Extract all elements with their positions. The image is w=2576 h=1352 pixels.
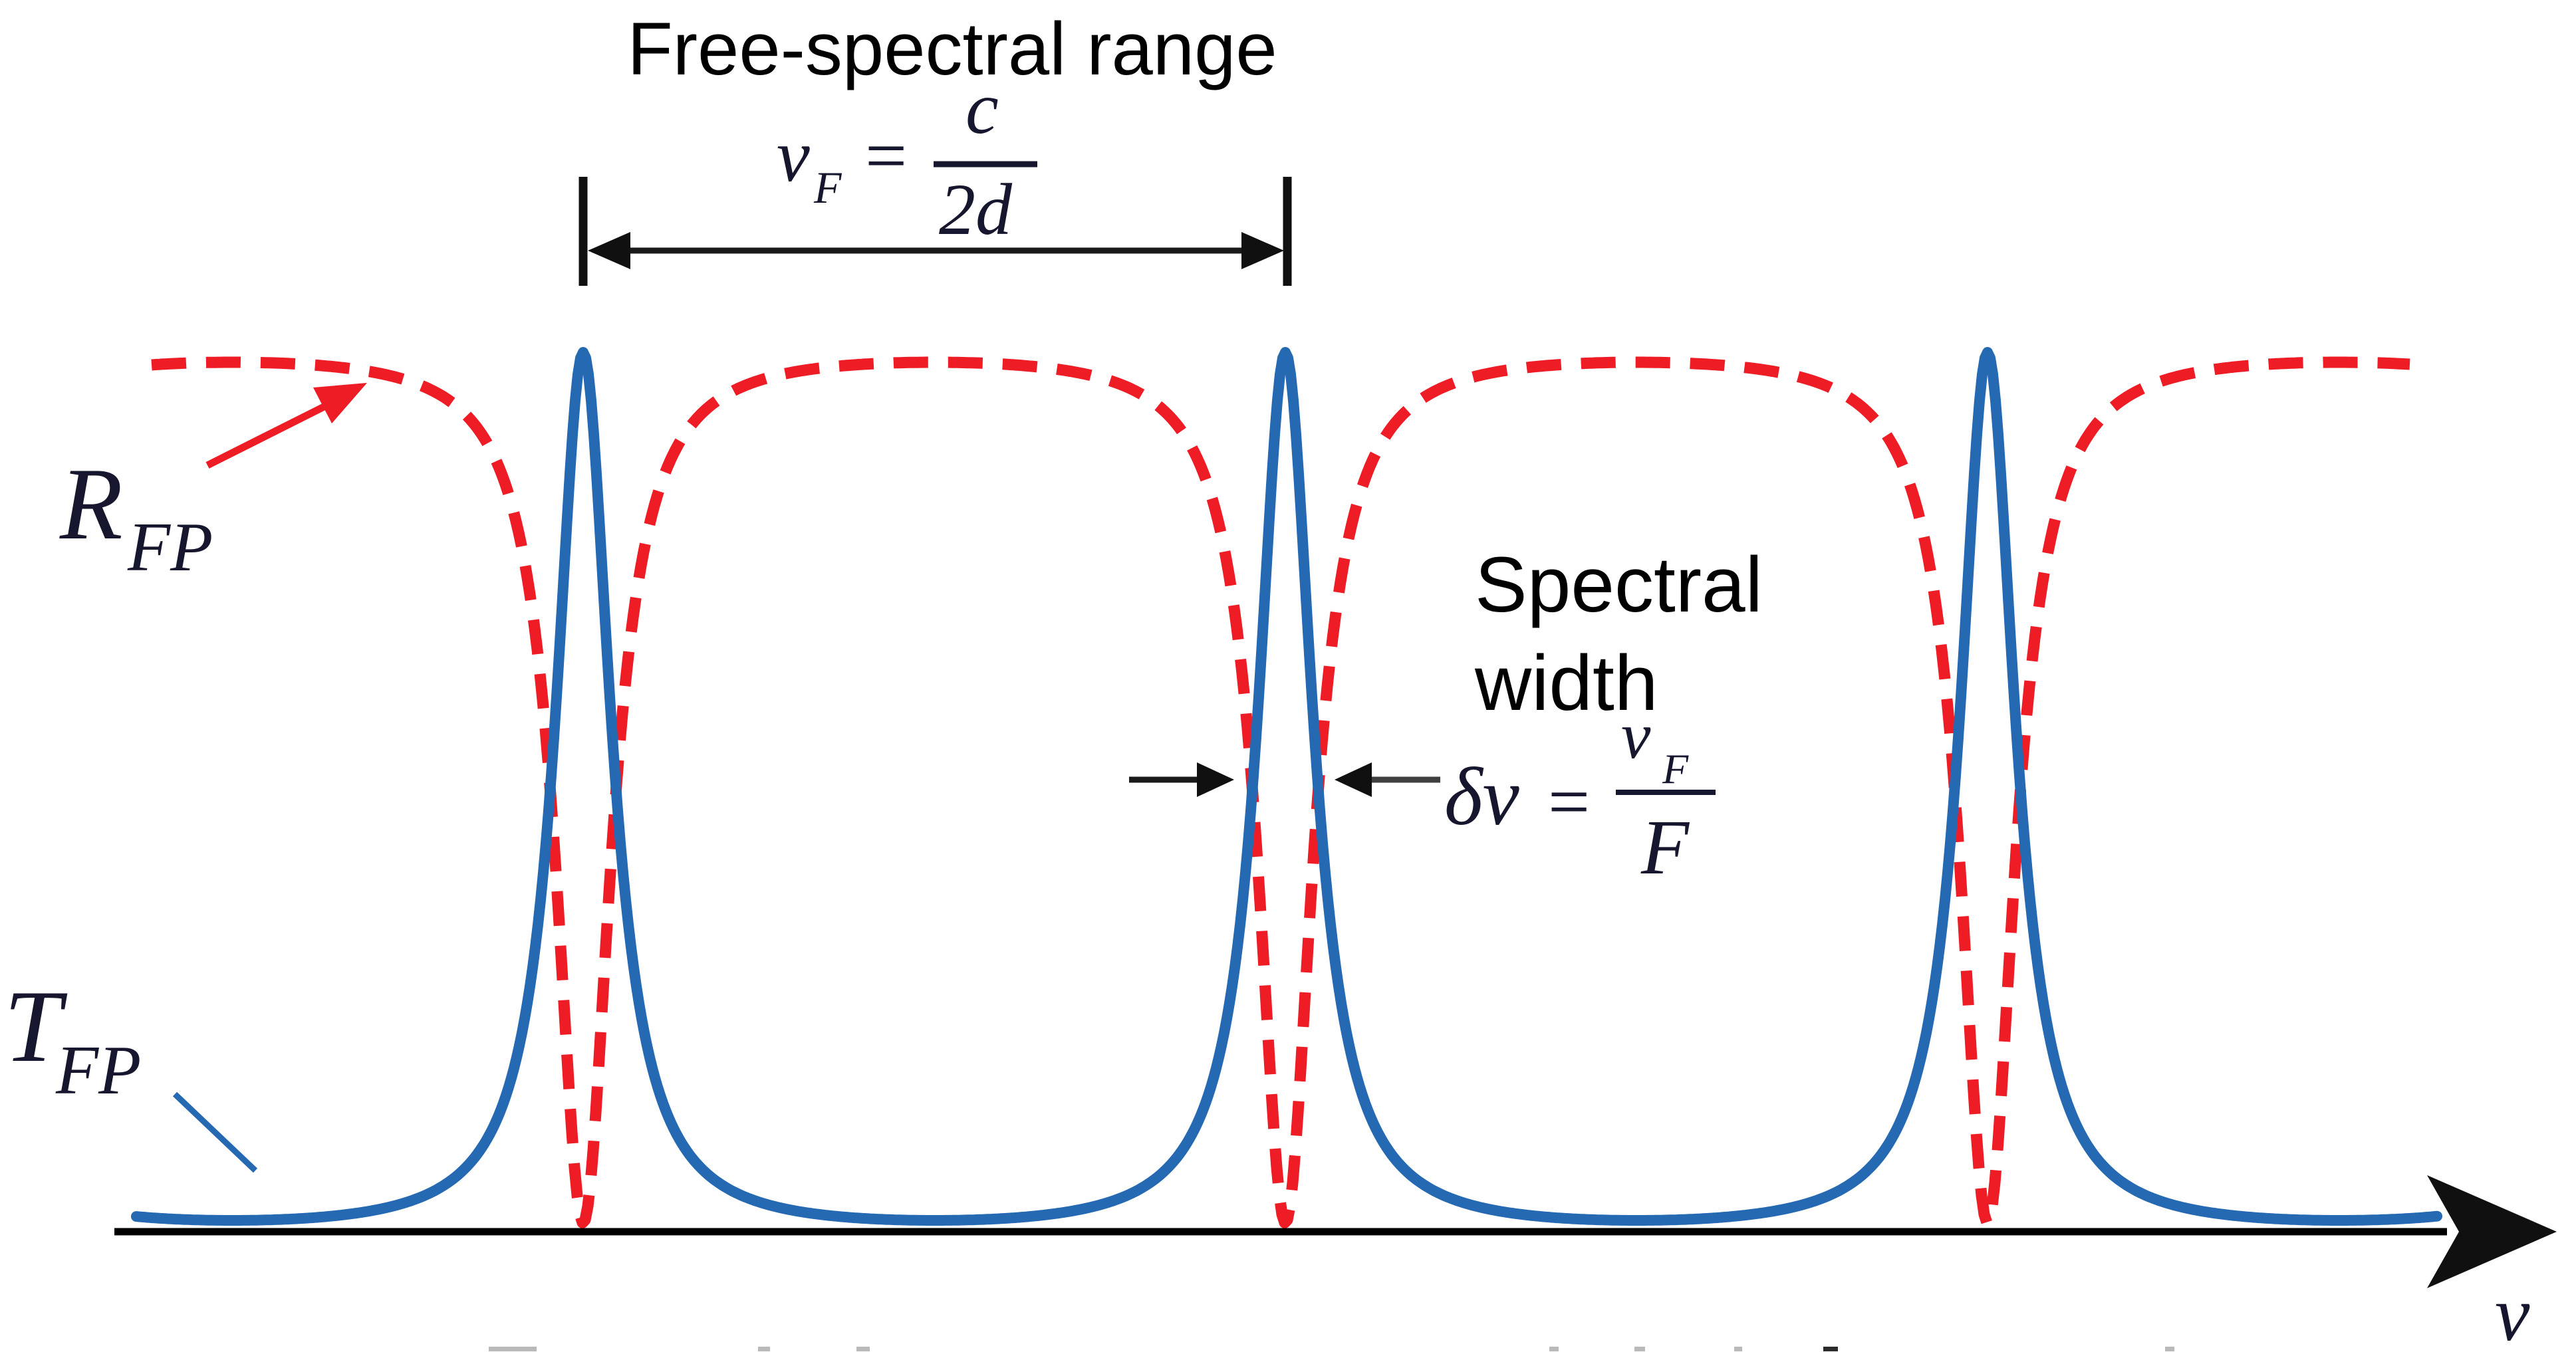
reflection-curve-RFP — [148, 356, 2413, 1228]
cropped-caption-fragment — [1634, 1347, 1645, 1351]
transmission-curve-TFP — [131, 347, 2442, 1226]
fsr-formula-nu: ν — [777, 115, 810, 197]
sw-formula-denominator: F — [1640, 804, 1690, 891]
x-axis-arrowhead-icon — [2427, 1175, 2557, 1288]
reflection-label-sub: FP — [127, 508, 213, 586]
sw-formula-equals: = — [1548, 761, 1590, 844]
sw-formula-num-sub: F — [1662, 745, 1689, 792]
fsr-formula-equals: = — [865, 115, 907, 197]
fsr-formula-nu-sub: F — [813, 162, 842, 213]
x-axis-label: ν — [2495, 1270, 2530, 1352]
cropped-caption-fragment — [1549, 1347, 1559, 1351]
cropped-caption-fragment — [758, 1347, 770, 1351]
sw-arrow-right-head-icon — [1335, 762, 1372, 797]
cropped-caption-fragments — [489, 1347, 2174, 1351]
fsr-formula-numerator: c — [966, 67, 999, 150]
reflection-label: R — [59, 447, 123, 561]
cropped-caption-fragment — [1734, 1347, 1742, 1351]
sw-arrow-left-head-icon — [1197, 762, 1234, 797]
reflection-pointer-line — [205, 401, 331, 469]
sw-formula-dnu: δν — [1444, 751, 1520, 842]
sw-formula-num: ν — [1621, 699, 1651, 772]
transmission-label-sub: FP — [55, 1031, 141, 1109]
spectral-width-line1: Spectral — [1475, 541, 1763, 629]
reflection-pointer-arrowhead-icon — [313, 383, 367, 423]
fsr-arrowhead-right-icon — [1241, 232, 1284, 269]
fsr-title: Free-spectral range — [627, 7, 1277, 90]
cropped-caption-fragment — [2165, 1347, 2174, 1351]
spectral-width-line2: width — [1474, 639, 1658, 727]
transmission-label: T — [4, 969, 68, 1083]
cropped-caption-fragment — [1823, 1347, 1838, 1351]
cropped-caption-fragment — [856, 1347, 870, 1351]
fsr-arrowhead-left-icon — [588, 232, 630, 269]
cropped-caption-fragment — [489, 1347, 537, 1351]
fsr-formula-denominator: 2d — [939, 169, 1013, 250]
transmission-pointer-line — [172, 1091, 258, 1173]
